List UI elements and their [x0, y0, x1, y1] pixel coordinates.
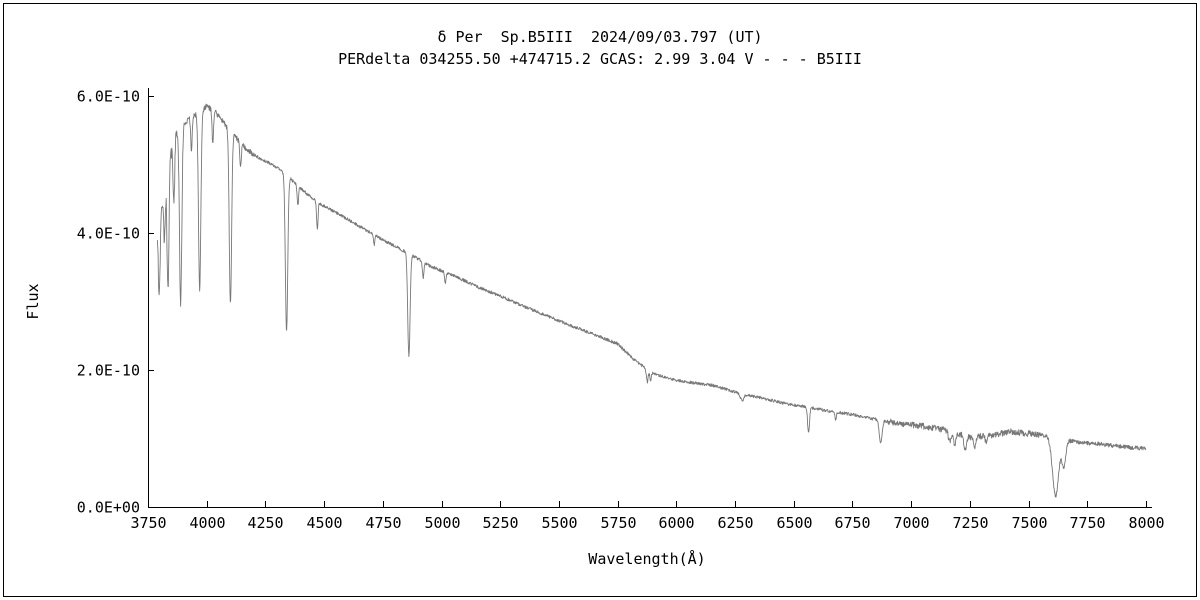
x-tick-label: 6750 — [834, 514, 870, 532]
x-tick-label: 4500 — [306, 514, 342, 532]
x-tick-label: 4750 — [365, 514, 401, 532]
x-tick-label: 6500 — [776, 514, 812, 532]
x-tick-label: 6000 — [658, 514, 694, 532]
x-tick-label: 8000 — [1128, 514, 1164, 532]
x-tick-label: 3750 — [130, 514, 166, 532]
x-tick-label: 4000 — [189, 514, 225, 532]
x-axis-title: Wavelength(Å) — [588, 549, 705, 568]
x-tick-label: 5500 — [541, 514, 577, 532]
chart-subtitle: PERdelta 034255.50 +474715.2 GCAS: 2.99 … — [338, 50, 862, 68]
chart-header: δ Per Sp.B5III 2024/09/03.797 (UT) PERde… — [4, 26, 1196, 70]
x-tick-label: 7000 — [893, 514, 929, 532]
spectrum-chart: δ Per Sp.B5III 2024/09/03.797 (UT) PERde… — [3, 3, 1197, 597]
x-tick-label: 7250 — [952, 514, 988, 532]
spectrum-line — [156, 103, 1147, 498]
chart-title: δ Per Sp.B5III 2024/09/03.797 (UT) — [437, 28, 763, 46]
x-tick-label: 6250 — [717, 514, 753, 532]
x-tick-label: 5750 — [600, 514, 636, 532]
x-tick-label: 7500 — [1011, 514, 1047, 532]
x-tick-label: 4250 — [247, 514, 283, 532]
y-axis-title: Flux — [24, 283, 42, 319]
x-tick-label: 5000 — [424, 514, 460, 532]
y-tick-label: 6.0E-10 — [77, 88, 140, 106]
plot-area: 3750 4000 4250 4500 4750 5000 5250 5500 5750 6000… — [24, 88, 1165, 569]
x-tick-label: 5250 — [482, 514, 518, 532]
x-tick-label: 7750 — [1069, 514, 1105, 532]
y-tick-label: 2.0E-10 — [77, 362, 140, 380]
y-tick-label: 0.0E+00 — [77, 499, 140, 517]
y-tick-label: 4.0E-10 — [77, 225, 140, 243]
